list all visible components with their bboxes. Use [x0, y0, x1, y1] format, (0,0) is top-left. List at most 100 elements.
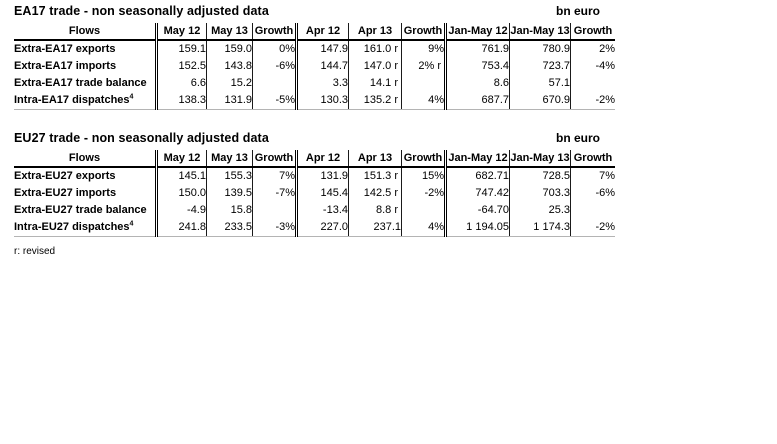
data-cell: 9% [401, 40, 446, 58]
table-row: Extra-EU27 imports 150.0 139.5 -7% 145.4 142.… [14, 185, 615, 202]
row-label: Extra-EA17 exports [14, 43, 116, 55]
data-cell: 152.5 [155, 58, 207, 75]
data-cell: -3% [252, 219, 297, 237]
row-label-cell: Intra-EU27 dispatches4 [14, 219, 157, 237]
data-cell [252, 75, 297, 92]
data-cell: 159.1 [155, 40, 207, 58]
data-cell: 25.3 [509, 202, 571, 219]
ea17-title-row: EA17 trade - non seasonally adjusted dat… [14, 4, 600, 18]
data-cell: 15% [401, 167, 446, 185]
data-cell: 145.1 [155, 167, 207, 185]
data-cell: 130.3 [295, 92, 349, 110]
data-cell: 161.0 r [348, 40, 402, 58]
data-cell: 227.0 [295, 219, 349, 237]
document-content: EA17 trade - non seasonally adjusted dat… [14, 4, 615, 258]
revised-footnote: r: revised [14, 246, 56, 257]
table-row: Intra-EA17 dispatches4 138.3 131.9 -5% 130.3… [14, 92, 615, 110]
data-cell: -2% [570, 219, 615, 237]
data-cell: 135.2 r [348, 92, 402, 110]
table-row: Extra-EA17 imports 152.5 143.8 -6% 144.7 147.… [14, 58, 615, 75]
eu27-unit-label: bn euro [556, 131, 600, 145]
data-cell: 687.7 [444, 92, 510, 110]
data-cell: -7% [252, 185, 297, 202]
data-cell: 723.7 [509, 58, 571, 75]
data-cell: 682.71 [444, 167, 510, 185]
table-row: Extra-EA17 exports 159.1 159.0 0% 147.9 161.0… [14, 40, 615, 58]
data-cell: 150.0 [155, 185, 207, 202]
row-label: Extra-EA17 trade balance [14, 77, 147, 89]
data-cell: 147.9 [295, 40, 349, 58]
column-header: Apr 13 [348, 150, 402, 168]
data-cell: 8.8 r [348, 202, 402, 219]
data-cell: 1 174.3 [509, 219, 571, 237]
data-cell: -6% [252, 58, 297, 75]
column-header: Growth [401, 23, 446, 41]
column-header: Apr 13 [348, 23, 402, 41]
data-cell: -2% [570, 92, 615, 110]
ea17-trade-section: EA17 trade - non seasonally adjusted dat… [14, 4, 615, 110]
data-cell: 143.8 [206, 58, 253, 75]
data-cell: 780.9 [509, 40, 571, 58]
data-cell: 145.4 [295, 185, 349, 202]
row-label-cell: Intra-EA17 dispatches4 [14, 92, 157, 110]
table-row: Extra-EU27 exports 145.1 155.3 7% 131.9 151.3… [14, 167, 615, 185]
data-cell: 1 194.05 [444, 219, 510, 237]
eu27-trade-section: EU27 trade - non seasonally adjusted dat… [14, 131, 615, 237]
data-cell: -4.9 [155, 202, 207, 219]
data-cell: 142.5 r [348, 185, 402, 202]
row-label: Intra-EA17 dispatches [14, 94, 130, 106]
data-cell: 131.9 [295, 167, 349, 185]
data-cell: 703.3 [509, 185, 571, 202]
header-row: Flows May 12 May 13 Growth Apr 12 Apr 13 Growt… [14, 150, 615, 168]
row-label: Extra-EU27 exports [14, 170, 116, 182]
column-header: Flows [14, 23, 157, 41]
data-cell: 0% [252, 40, 297, 58]
row-label-cell: Extra-EA17 imports [14, 58, 157, 75]
data-cell: 7% [252, 167, 297, 185]
eu27-trade-table: Flows May 12 May 13 Growth Apr 12 Apr 13 Growt… [14, 150, 615, 237]
data-cell: 14.1 r [348, 75, 402, 92]
data-cell: 670.9 [509, 92, 571, 110]
column-header: Growth [252, 150, 297, 168]
data-cell: 233.5 [206, 219, 253, 237]
column-header: Growth [570, 23, 615, 41]
data-cell: -2% [401, 185, 446, 202]
column-header: May 13 [206, 150, 253, 168]
data-cell: 131.9 [206, 92, 253, 110]
column-header: May 12 [155, 23, 207, 41]
data-cell: 241.8 [155, 219, 207, 237]
data-cell: 747.42 [444, 185, 510, 202]
footnote-marker: 4 [129, 93, 134, 101]
data-cell: 4% [401, 92, 446, 110]
row-label-cell: Extra-EU27 exports [14, 167, 157, 185]
data-cell: 4% [401, 219, 446, 237]
data-cell: 728.5 [509, 167, 571, 185]
column-header: May 13 [206, 23, 253, 41]
data-cell: 144.7 [295, 58, 349, 75]
column-header: Growth [570, 150, 615, 168]
data-cell: 147.0 r [348, 58, 402, 75]
ea17-table-title: EA17 trade - non seasonally adjusted dat… [14, 4, 269, 18]
data-cell: -6% [570, 185, 615, 202]
column-header: May 12 [155, 150, 207, 168]
column-header: Jan-May 13 [509, 150, 571, 168]
data-cell: 138.3 [155, 92, 207, 110]
header-row: Flows May 12 May 13 Growth Apr 12 Apr 13 Growt… [14, 23, 615, 41]
data-cell: 237.1 [348, 219, 402, 237]
data-cell: 753.4 [444, 58, 510, 75]
eu27-title-row: EU27 trade - non seasonally adjusted dat… [14, 131, 600, 145]
row-label: Intra-EU27 dispatches [14, 221, 130, 233]
row-label-cell: Extra-EA17 exports [14, 40, 157, 58]
data-cell: 2% [570, 40, 615, 58]
data-cell: 3.3 [295, 75, 349, 92]
data-cell: -64.70 [444, 202, 510, 219]
data-cell: 159.0 [206, 40, 253, 58]
data-cell: 7% [570, 167, 615, 185]
data-cell: 15.8 [206, 202, 253, 219]
data-cell [401, 202, 446, 219]
ea17-unit-label: bn euro [556, 4, 600, 18]
row-label: Extra-EU27 imports [14, 187, 117, 199]
row-label: Extra-EU27 trade balance [14, 204, 147, 216]
data-cell: -4% [570, 58, 615, 75]
data-cell: 761.9 [444, 40, 510, 58]
